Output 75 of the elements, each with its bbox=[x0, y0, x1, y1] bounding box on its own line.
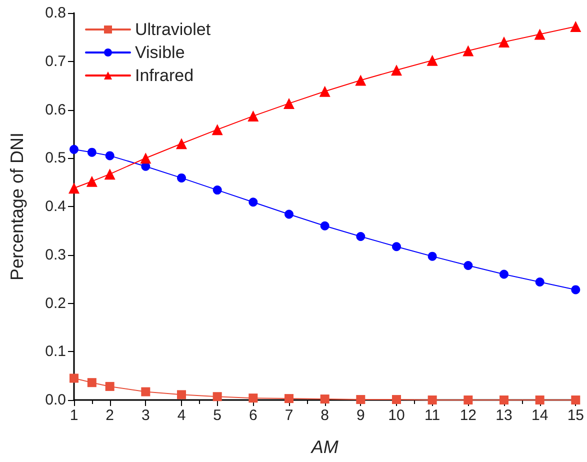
legend-label: Infrared bbox=[135, 66, 194, 85]
point bbox=[284, 394, 294, 404]
x-tick-label: 13 bbox=[496, 407, 512, 424]
x-tick-label: 4 bbox=[177, 407, 186, 424]
y-tick-label: 0.7 bbox=[45, 52, 66, 70]
point bbox=[500, 270, 508, 279]
y-tick-label: 0.2 bbox=[45, 294, 66, 312]
y-tick-label: 0.6 bbox=[45, 101, 66, 118]
y-tick-label: 0.1 bbox=[45, 343, 66, 360]
point bbox=[248, 394, 258, 403]
point bbox=[428, 252, 437, 261]
y-tick-label: 0.0 bbox=[45, 392, 66, 408]
point bbox=[87, 378, 96, 388]
point bbox=[86, 176, 98, 187]
point bbox=[392, 395, 401, 404]
point bbox=[212, 124, 223, 136]
point bbox=[70, 144, 78, 154]
point bbox=[534, 28, 546, 40]
x-tick-label: 11 bbox=[424, 407, 440, 424]
point bbox=[356, 395, 366, 404]
point bbox=[462, 45, 474, 56]
point bbox=[177, 390, 186, 400]
point bbox=[140, 152, 152, 164]
y-axis-title: Percentage of DNI bbox=[7, 132, 27, 281]
x-tick-label: 14 bbox=[531, 407, 548, 424]
point bbox=[212, 392, 222, 402]
point bbox=[570, 21, 582, 32]
y-tick-label: 0.4 bbox=[45, 198, 66, 215]
y-tick-label: 0.8 bbox=[45, 4, 66, 22]
point bbox=[464, 261, 473, 270]
x-tick-label: 12 bbox=[460, 407, 477, 424]
x-tick-label: 9 bbox=[356, 407, 365, 424]
legend-label: Visible bbox=[135, 43, 185, 62]
point bbox=[499, 396, 508, 404]
point bbox=[355, 74, 366, 86]
point bbox=[87, 148, 96, 157]
x-tick-label: 1 bbox=[70, 407, 78, 424]
point bbox=[320, 221, 330, 230]
point bbox=[212, 186, 222, 195]
point bbox=[248, 198, 258, 207]
point bbox=[535, 396, 544, 404]
point bbox=[498, 36, 510, 48]
point bbox=[105, 151, 114, 160]
y-tick-label: 0.3 bbox=[45, 246, 66, 264]
point bbox=[426, 54, 438, 66]
x-tick-label: 15 bbox=[567, 407, 584, 424]
legend-label: Ultraviolet bbox=[135, 20, 211, 39]
x-tick-label: 10 bbox=[388, 407, 405, 424]
point bbox=[320, 394, 330, 404]
point bbox=[390, 64, 402, 76]
x-tick-label: 8 bbox=[320, 407, 329, 424]
x-tick-label: 6 bbox=[248, 407, 258, 424]
x-tick-label: 7 bbox=[284, 407, 294, 424]
point bbox=[177, 173, 186, 182]
point bbox=[571, 285, 580, 294]
x-tick-label: 2 bbox=[106, 407, 114, 424]
point bbox=[535, 277, 544, 286]
point bbox=[284, 210, 294, 219]
x-tick-label: 5 bbox=[213, 407, 222, 424]
point bbox=[464, 396, 473, 404]
point bbox=[141, 387, 150, 396]
point bbox=[105, 382, 114, 391]
point bbox=[68, 182, 80, 194]
point bbox=[283, 98, 294, 109]
point bbox=[319, 86, 330, 97]
point bbox=[356, 232, 366, 241]
x-tick-label: 3 bbox=[141, 407, 150, 424]
point bbox=[70, 374, 78, 383]
point bbox=[176, 138, 187, 150]
point bbox=[392, 242, 401, 252]
y-tick-label: 0.5 bbox=[45, 150, 66, 167]
point bbox=[428, 396, 437, 404]
point bbox=[104, 168, 116, 180]
point bbox=[248, 110, 259, 122]
x-axis-title: AM bbox=[310, 437, 338, 457]
